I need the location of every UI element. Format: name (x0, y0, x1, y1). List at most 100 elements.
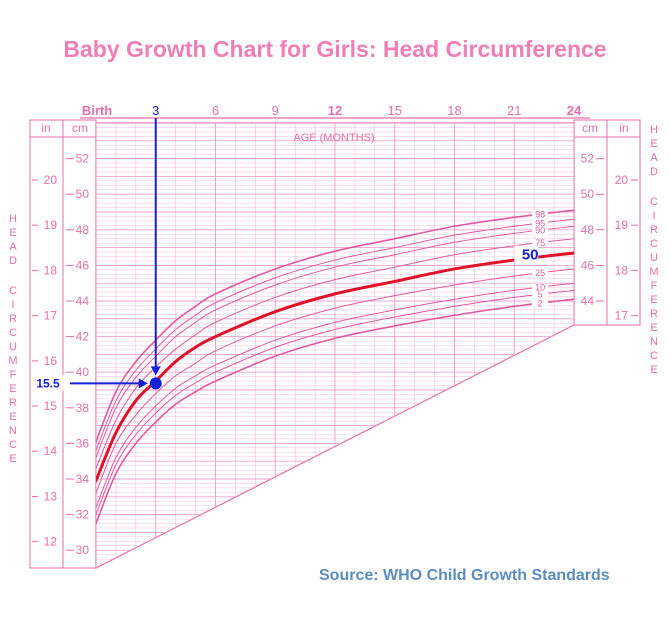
left-in-tick-label: 19 (44, 218, 58, 232)
highlight-label: 50 (522, 247, 539, 264)
right-in-tick-label: 18 (615, 263, 629, 277)
percentile-curve-2 (96, 298, 574, 525)
source-note: Source: WHO Child Growth Standards (319, 567, 610, 584)
right-axis-title-letter: D (650, 166, 658, 178)
right-axis-title-letter: E (650, 322, 657, 334)
right-in-tick-label: 17 (615, 309, 629, 323)
left-axis-title-letter: I (11, 299, 14, 311)
left-in-tick-label: 18 (44, 263, 58, 277)
left-cm-tick-label: 38 (76, 401, 90, 415)
left-axis-title-letter: E (9, 383, 16, 395)
left-cm-tick-label: 32 (76, 508, 90, 522)
annotation: 15.5 (31, 118, 162, 391)
left-cm-tick-label: 34 (76, 472, 90, 486)
chart-grid (96, 123, 574, 568)
right-axis-title-letter: E (650, 138, 657, 150)
percentile-curve-75 (96, 238, 574, 469)
left-cm-tick-label: 52 (76, 152, 90, 166)
left-axis-title-letter: E (9, 411, 16, 423)
left-axis-title-letter: E (9, 453, 16, 465)
right-axis-title-letter: A (650, 152, 658, 164)
x-tick-label: Birth (82, 103, 112, 118)
right-axis-title-letter: E (650, 364, 657, 376)
percentile-curve-90 (96, 225, 574, 459)
x-tick-label: 9 (272, 103, 279, 118)
left-axis-title-letter: A (9, 241, 17, 253)
right-axis-title-letter: C (650, 196, 658, 208)
right-cm-unit: cm (582, 121, 598, 135)
right-axis-title-letter: R (650, 308, 658, 320)
x-axis-label: AGE (MONTHS) (293, 132, 374, 144)
annotation-point (149, 377, 162, 390)
left-cm-tick-label: 48 (76, 223, 90, 237)
x-tick-label: 12 (328, 103, 342, 118)
left-cm-tick-label: 44 (76, 294, 90, 308)
x-tick-label: 18 (447, 103, 461, 118)
x-tick-label: 6 (212, 103, 219, 118)
left-axis-title-letter: F (10, 369, 17, 381)
annotation-right-arrow (138, 378, 148, 389)
percentile-label-bg (532, 226, 549, 235)
right-cm-tick-label: 46 (581, 258, 595, 272)
left-cm-tick-label: 42 (76, 330, 90, 344)
right-in-tick-label: 20 (615, 173, 629, 187)
percentile-curve-95 (96, 218, 574, 452)
left-axis-title-letter: C (9, 439, 17, 451)
percentile-label-bg (532, 290, 549, 299)
left-axis-title-letter: U (9, 341, 17, 353)
percentile-label-bg (532, 238, 549, 247)
left-cm-tick-label: 40 (76, 365, 90, 379)
right-cm-tick-label: 48 (581, 223, 595, 237)
left-in-tick-label: 12 (44, 535, 58, 549)
percentile-label-95: 95 (535, 218, 545, 228)
right-axis-title-letter: M (649, 266, 658, 278)
annotation-y-label-bg (31, 375, 65, 391)
left-axis-title-letter: N (9, 425, 17, 437)
left-in-tick-label: 13 (44, 489, 58, 503)
left-in-tick-label: 15 (44, 399, 58, 413)
right-cm-tick-label: 52 (581, 152, 595, 166)
left-axis-title-letter: E (9, 227, 16, 239)
percentile-label-bg (532, 299, 549, 308)
percentile-curve-98 (96, 209, 574, 443)
annotation-down-arrow (150, 366, 161, 376)
left-axis-title-letter: R (9, 313, 17, 325)
right-axis-title-letter: N (650, 336, 658, 348)
right-axis-title-letter: R (650, 224, 658, 236)
percentile-label-10: 10 (535, 282, 545, 292)
percentile-curve-50 (96, 251, 574, 483)
right-axis-title-letter: H (650, 124, 658, 136)
percentile-label-bg (532, 269, 549, 278)
left-cm-tick-label: 50 (76, 187, 90, 201)
left-cm-tick-label: 36 (76, 436, 90, 450)
right-axis-title-letter: C (650, 350, 658, 362)
left-cm-tick-label: 46 (76, 258, 90, 272)
left-axis-title-letter: R (9, 397, 17, 409)
left-in-tick-label: 20 (44, 173, 58, 187)
percentile-curve-5 (96, 289, 574, 516)
chart-title: Baby Growth Chart for Girls: Head Circum… (63, 36, 607, 62)
left-in-tick-label: 16 (44, 354, 58, 368)
right-in-unit: in (619, 121, 628, 135)
percentile-label-bg (532, 283, 549, 292)
percentile-curve-10 (96, 282, 574, 508)
left-cm-unit: cm (72, 121, 88, 135)
percentile-curve-25 (96, 268, 574, 494)
percentile-label-5: 5 (538, 290, 543, 300)
right-axis-title-letter: I (652, 210, 655, 222)
highlight-label-bg (514, 245, 539, 262)
percentile-label-90: 90 (535, 225, 545, 235)
x-tick-label: 24 (567, 103, 582, 118)
right-axis-title-letter: E (650, 294, 657, 306)
percentile-label-75: 75 (535, 238, 545, 248)
x-tick-label: 21 (507, 103, 521, 118)
left-in-unit: in (41, 121, 50, 135)
percentile-label-bg (532, 219, 549, 228)
left-axis-title-letter: C (9, 285, 17, 297)
annotation-y-label: 15.5 (36, 376, 60, 390)
right-axis-title-letter: C (650, 238, 658, 250)
left-in-tick-label: 17 (44, 309, 58, 323)
